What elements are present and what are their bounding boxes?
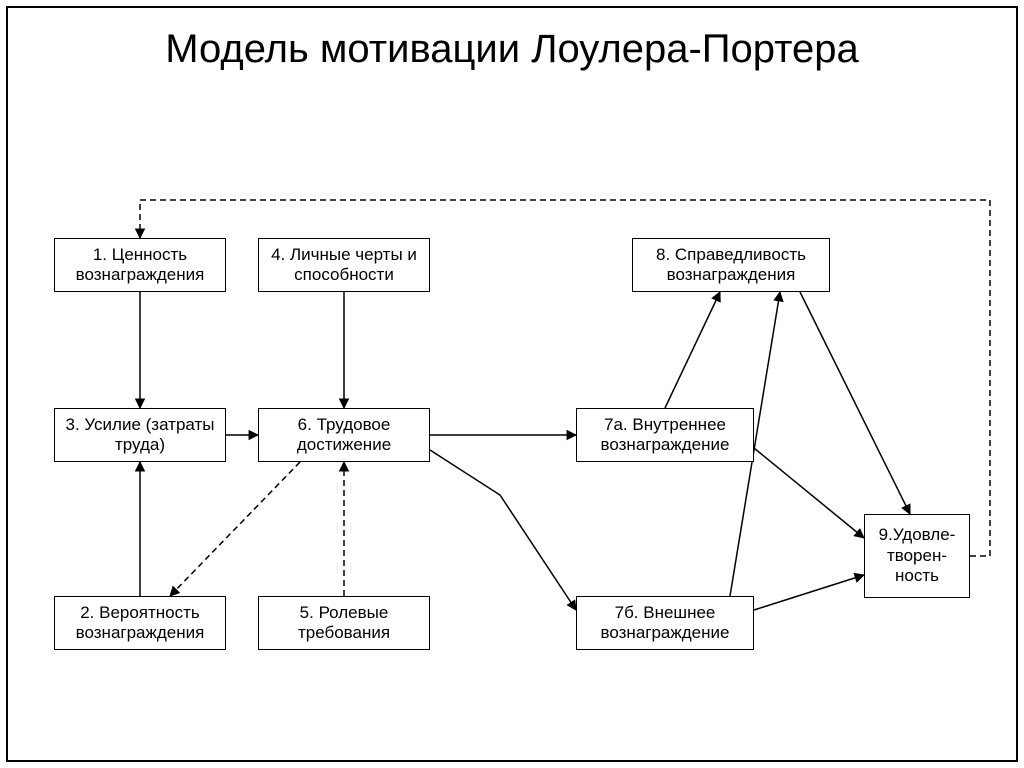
node-n9: 9.Удовле-творен-ность: [864, 514, 970, 598]
node-n7b: 7б. Внешнее вознаграждение: [576, 596, 754, 650]
node-n6: 6. Трудовое достижение: [258, 408, 430, 462]
node-n2: 2. Вероятность вознаграждения: [54, 596, 226, 650]
diagram-title: Модель мотивации Лоулера-Портера: [0, 26, 1024, 72]
node-n1: 1. Ценность вознаграждения: [54, 238, 226, 292]
node-n3: 3. Усилие (затраты труда): [54, 408, 226, 462]
node-n4: 4. Личные черты и способности: [258, 238, 430, 292]
node-n8: 8. Справедливость вознаграждения: [632, 238, 830, 292]
node-n7a: 7а. Внутреннее вознаграждение: [576, 408, 754, 462]
node-n5: 5. Ролевые требования: [258, 596, 430, 650]
